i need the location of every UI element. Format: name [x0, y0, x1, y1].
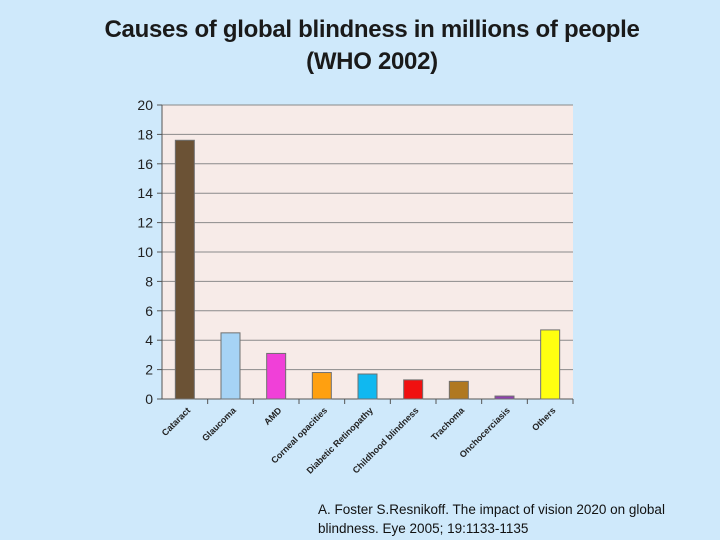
y-tick-label: 8 [145, 273, 153, 289]
chart-title: Causes of global blindness in millions o… [0, 14, 720, 78]
citation: A. Foster S.Resnikoff. The impact of vis… [318, 502, 665, 536]
y-tick-label: 0 [145, 391, 153, 407]
bar [403, 379, 424, 400]
bar [266, 352, 287, 400]
y-tick-label: 16 [137, 156, 153, 172]
bar [311, 372, 332, 400]
bar [448, 380, 469, 400]
bar [540, 329, 561, 400]
bar [174, 139, 195, 400]
y-tick-label: 18 [137, 126, 153, 142]
y-tick-label: 10 [137, 244, 153, 260]
x-tick-label: AMD [262, 405, 284, 427]
x-tick-label: Cataract [160, 405, 193, 438]
y-tick-label: 4 [145, 332, 153, 348]
x-tick-label: Others [530, 405, 558, 433]
y-tick-label: 6 [145, 303, 153, 319]
x-tick-label: Trachoma [429, 405, 467, 443]
y-tick-label: 14 [137, 185, 153, 201]
bar [494, 395, 515, 400]
y-tick-label: 12 [137, 215, 153, 231]
chart-title-line-2: (WHO 2002) [306, 48, 438, 75]
y-tick-label: 20 [137, 97, 153, 113]
chart-title-line-1: Causes of global blindness in millions o… [104, 16, 640, 43]
bar [357, 373, 378, 400]
bar [220, 332, 241, 400]
x-tick-label: Glaucoma [200, 405, 239, 444]
x-tick-label: Onchocerciasis [457, 405, 511, 459]
y-tick-label: 2 [145, 362, 153, 378]
